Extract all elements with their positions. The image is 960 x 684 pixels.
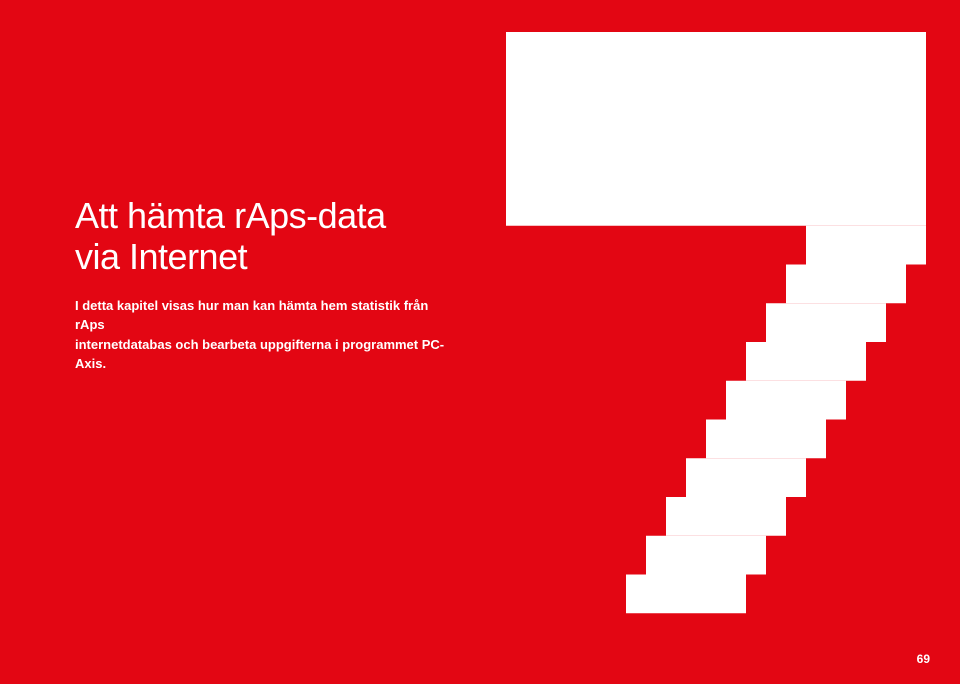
chapter-title: Att hämta rAps-data via Internet bbox=[75, 195, 455, 278]
chapter-intro: I detta kapitel visas hur man kan hämta … bbox=[75, 296, 455, 374]
chapter-numeral-7 bbox=[506, 32, 926, 652]
title-line-2: via Internet bbox=[75, 236, 247, 277]
body-line-2: internetdatabas och bearbeta uppgifterna… bbox=[75, 337, 444, 372]
title-line-1: Att hämta rAps-data bbox=[75, 195, 386, 236]
page: Att hämta rAps-data via Internet I detta… bbox=[0, 0, 960, 684]
body-line-1: I detta kapitel visas hur man kan hämta … bbox=[75, 298, 428, 333]
page-number: 69 bbox=[917, 652, 930, 666]
text-block: Att hämta rAps-data via Internet I detta… bbox=[75, 195, 455, 374]
